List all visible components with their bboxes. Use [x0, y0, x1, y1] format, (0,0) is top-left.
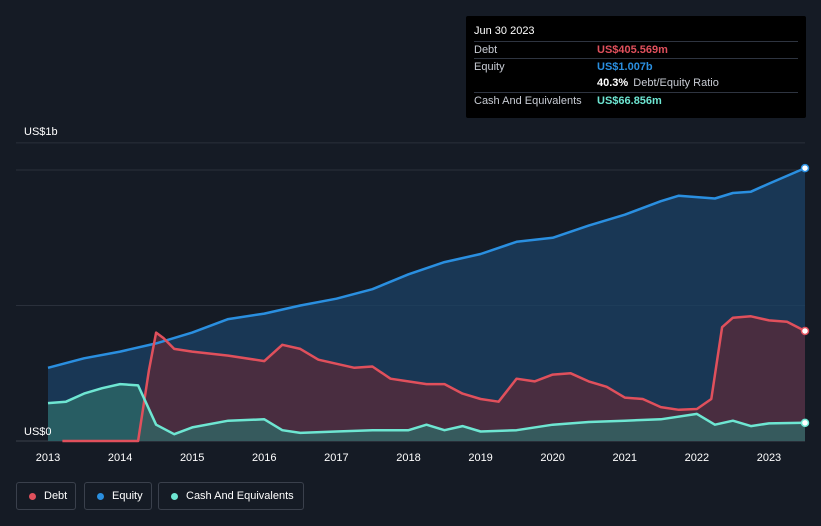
tooltip-date: Jun 30 2023 [474, 25, 535, 37]
tooltip-cash-value: US$66.856m [597, 95, 662, 107]
x-tick-label: 2014 [108, 452, 132, 464]
legend-cash-label: Cash And Equivalents [186, 490, 294, 502]
x-tick-label: 2017 [324, 452, 348, 464]
chart-lines [47, 166, 806, 443]
legend-item-cash[interactable]: Cash And Equivalents [158, 482, 304, 510]
y-label-top: US$1b [24, 126, 58, 138]
debt-area [62, 316, 805, 441]
x-tick-label: 2020 [540, 452, 564, 464]
data-tooltip: Jun 30 2023 Debt US$405.569m Equity US$1… [466, 16, 806, 118]
legend-item-equity[interactable]: Equity [84, 482, 152, 510]
tooltip-cash-label: Cash And Equivalents [474, 95, 582, 107]
tooltip-row-equity: Equity US$1.007b [474, 58, 798, 75]
tooltip-equity-value: US$1.007b [597, 61, 653, 73]
x-tick-label: 2019 [468, 452, 492, 464]
y-label-bottom: US$0 [24, 426, 52, 438]
equity-line [47, 166, 806, 370]
x-tick-label: 2016 [252, 452, 276, 464]
tooltip-equity-label: Equity [474, 61, 505, 73]
x-tick-label: 2022 [685, 452, 709, 464]
cash-end-marker [800, 418, 810, 428]
x-tick-label: 2021 [613, 452, 637, 464]
legend-item-debt[interactable]: Debt [16, 482, 76, 510]
legend-equity-label: Equity [112, 490, 143, 502]
tooltip-debt-value: US$405.569m [597, 44, 668, 56]
tooltip-ratio-value: 40.3% [597, 77, 629, 89]
debt-line [62, 315, 806, 443]
cash-area [48, 384, 805, 441]
tooltip-debt-label: Debt [474, 44, 498, 56]
legend-debt-label: Debt [44, 490, 68, 502]
cash-line [47, 382, 806, 436]
equity-end-marker [800, 163, 810, 173]
x-tick-label: 2013 [36, 452, 60, 464]
chart-areas [48, 168, 805, 441]
chart-axis: 2013 2014 2015 2016 2017 2018 2019 2020 2021 2022… [36, 452, 781, 464]
cash-dot-icon [171, 493, 178, 500]
tooltip-row-ratio: 40.3% Debt/Equity Ratio [474, 75, 798, 91]
tooltip-row-debt: Debt US$405.569m [474, 41, 798, 58]
x-tick-label: 2018 [396, 452, 420, 464]
chart-markers [800, 163, 810, 428]
tooltip-ratio-label: Debt/Equity Ratio [633, 77, 719, 89]
tooltip-row-cash: Cash And Equivalents US$66.856m [474, 92, 798, 109]
debt-end-marker [800, 326, 810, 336]
equity-dot-icon [97, 493, 104, 500]
debt-dot-icon [29, 493, 36, 500]
x-tick-label: 2023 [757, 452, 781, 464]
x-tick-label: 2015 [180, 452, 204, 464]
